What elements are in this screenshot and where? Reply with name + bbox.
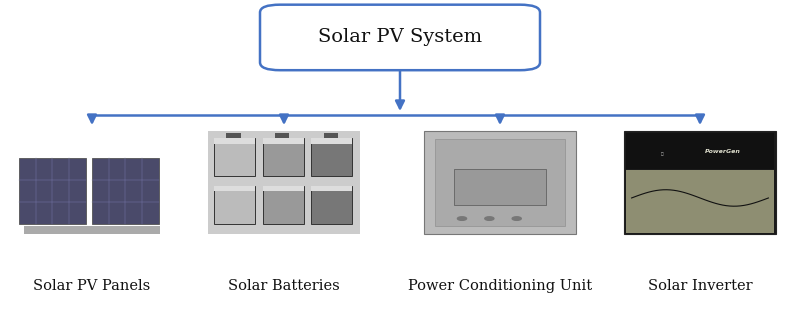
Bar — [626, 133, 774, 169]
Bar — [214, 186, 255, 224]
Bar — [626, 170, 774, 233]
Bar — [214, 138, 255, 144]
Circle shape — [485, 217, 494, 220]
Bar — [214, 138, 255, 176]
Text: Solar Inverter: Solar Inverter — [648, 279, 752, 293]
Text: Solar PV Panels: Solar PV Panels — [34, 279, 150, 293]
Bar — [262, 186, 304, 191]
Bar — [311, 186, 353, 191]
Bar — [24, 226, 160, 234]
Bar — [262, 138, 304, 176]
Bar — [454, 169, 546, 205]
Bar — [92, 158, 159, 224]
Bar — [424, 131, 576, 234]
Bar — [311, 138, 353, 144]
Circle shape — [458, 217, 466, 220]
Bar — [311, 186, 353, 224]
Circle shape — [512, 217, 522, 220]
Bar — [262, 186, 304, 224]
Bar — [275, 133, 290, 138]
Bar — [311, 138, 353, 176]
Text: ⬛: ⬛ — [661, 152, 663, 156]
Bar — [214, 186, 255, 191]
FancyBboxPatch shape — [260, 5, 540, 70]
Text: Solar Batteries: Solar Batteries — [228, 279, 340, 293]
Bar — [208, 131, 360, 234]
Bar — [262, 138, 304, 144]
Text: Power Conditioning Unit: Power Conditioning Unit — [408, 279, 592, 293]
Bar — [434, 139, 566, 226]
Bar — [226, 133, 241, 138]
Text: PowerGen: PowerGen — [705, 149, 741, 154]
Bar — [19, 158, 86, 224]
Text: Solar PV System: Solar PV System — [318, 28, 482, 46]
Bar — [324, 133, 338, 138]
Bar — [624, 131, 776, 234]
